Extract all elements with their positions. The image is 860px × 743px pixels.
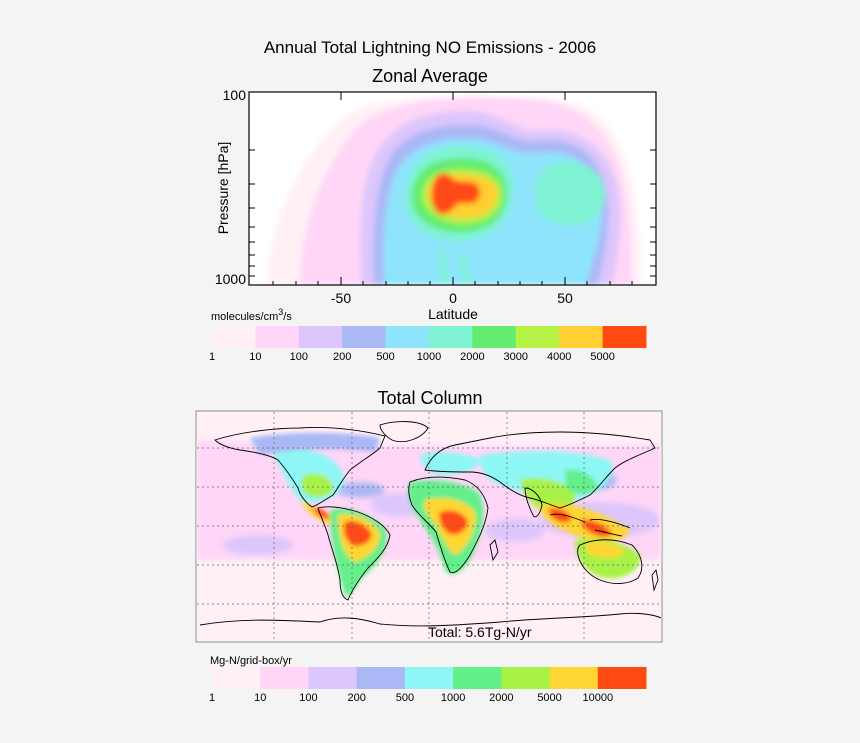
y-tick-100: 100 bbox=[223, 87, 247, 103]
zonal-colorbar-label-1000: 1000 bbox=[417, 351, 441, 363]
graticule bbox=[197, 412, 661, 641]
australia-inner bbox=[585, 541, 625, 559]
column-colorbar-swatch-3 bbox=[308, 667, 358, 689]
africa-hotspot bbox=[439, 510, 468, 535]
column-colorbar-label-10000: 10000 bbox=[582, 692, 613, 704]
column-colorbar: 1 10 100 200 500 1000 2000 5000 10000 bbox=[209, 667, 647, 704]
total-column-map: Total: 5.6Tg-N/yr Mg-N/grid-box/yr bbox=[195, 410, 663, 667]
x-tick-minus-50: -50 bbox=[331, 290, 351, 306]
maritime-hotspot-1 bbox=[548, 508, 572, 523]
column-colorbar-label-2000: 2000 bbox=[489, 692, 513, 704]
column-colorbar-swatch-6 bbox=[453, 667, 502, 689]
zonal-colorbar-label-5000: 5000 bbox=[590, 351, 614, 363]
zonal-colorbar-label-2000: 2000 bbox=[460, 351, 484, 363]
column-colorbar-label-5000: 5000 bbox=[537, 692, 561, 704]
zonal-colorbar-label-100: 100 bbox=[290, 351, 308, 363]
x-axis-label: Latitude bbox=[428, 306, 478, 322]
indian-ocean-band bbox=[485, 518, 545, 542]
zonal-colorbar-swatch-7 bbox=[472, 326, 517, 348]
y-tick-1000: 1000 bbox=[215, 271, 246, 287]
coast-india bbox=[524, 487, 543, 518]
column-colorbar-label-1: 1 bbox=[209, 692, 215, 704]
column-units-label: Mg-N/grid-box/yr bbox=[210, 655, 292, 667]
column-colorbar-label-200: 200 bbox=[347, 692, 365, 704]
zonal-colorbar-swatch-4 bbox=[342, 326, 387, 348]
total-column-title: Total Column bbox=[377, 388, 483, 408]
zonal-colorbar-swatch-1 bbox=[212, 326, 256, 348]
zonal-y-ticks bbox=[249, 91, 656, 286]
map-fields bbox=[197, 412, 662, 641]
coast-australia bbox=[577, 539, 643, 584]
south-pacific bbox=[223, 535, 293, 555]
zonal-colorbar-label-10: 10 bbox=[249, 351, 261, 363]
column-colorbar-swatch-7 bbox=[501, 667, 551, 689]
x-tick-50: 50 bbox=[557, 290, 573, 306]
zonal-colorbar-label-500: 500 bbox=[376, 351, 394, 363]
coast-new-zealand bbox=[651, 568, 659, 592]
zonal-contour-1000-lower bbox=[436, 250, 470, 285]
column-colorbar-label-1000: 1000 bbox=[441, 692, 465, 704]
zonal-colorbar-swatch-2 bbox=[255, 326, 300, 348]
total-emissions-annotation: Total: 5.6Tg-N/yr bbox=[428, 624, 532, 640]
canada-field bbox=[250, 432, 380, 455]
zonal-average-title: Zonal Average bbox=[372, 66, 488, 86]
north-america-inner bbox=[301, 473, 334, 498]
zonal-colorbar-label-4000: 4000 bbox=[547, 351, 571, 363]
coast-europe bbox=[424, 431, 656, 509]
colombia-hotspot bbox=[312, 507, 330, 519]
zonal-colorbar: 1 10 100 200 500 1000 2000 3000 4000 5000 bbox=[209, 326, 647, 363]
zonal-colorbar-swatch-9 bbox=[559, 326, 604, 348]
zonal-colorbar-swatch-6 bbox=[429, 326, 473, 348]
coast-antarctica bbox=[199, 612, 662, 627]
zonal-x-ticks bbox=[272, 92, 633, 285]
zonal-colorbar-swatch-10 bbox=[602, 326, 647, 348]
zonal-colorbar-label-200: 200 bbox=[333, 351, 351, 363]
column-colorbar-label-500: 500 bbox=[396, 692, 414, 704]
zonal-colorbar-swatch-5 bbox=[385, 326, 430, 348]
coast-north-america bbox=[214, 427, 386, 508]
coast-africa bbox=[408, 476, 489, 574]
amazon-hotspot bbox=[343, 520, 372, 546]
column-colorbar-swatch-9 bbox=[597, 667, 647, 689]
coast-madagascar bbox=[489, 539, 499, 562]
coast-south-america bbox=[317, 506, 391, 601]
column-colorbar-swatch-8 bbox=[549, 667, 599, 689]
zonal-colorbar-label-1: 1 bbox=[209, 351, 215, 363]
zonal-contours bbox=[268, 96, 640, 285]
coast-indonesia bbox=[549, 513, 631, 537]
zonal-units-label: molecules/cm3/s bbox=[211, 307, 292, 323]
y-axis-label: Pressure [hPa] bbox=[215, 142, 231, 235]
china-field bbox=[565, 469, 598, 494]
column-colorbar-swatch-5 bbox=[404, 667, 454, 689]
zonal-colorbar-label-3000: 3000 bbox=[504, 351, 528, 363]
column-colorbar-swatch-4 bbox=[356, 667, 406, 689]
zonal-colorbar-swatch-3 bbox=[298, 326, 343, 348]
land-emission-fields bbox=[250, 432, 641, 597]
zonal-colorbar-swatch-8 bbox=[515, 326, 560, 348]
x-tick-0: 0 bbox=[449, 290, 457, 306]
gulf-stream bbox=[335, 482, 385, 498]
europe-field bbox=[420, 452, 480, 475]
column-colorbar-label-100: 100 bbox=[299, 692, 317, 704]
zonal-plot: 100 1000 -50 0 50 Latitude Pressure [hPa… bbox=[211, 87, 657, 323]
column-colorbar-label-10: 10 bbox=[254, 692, 266, 704]
zonal-contour-5000 bbox=[431, 173, 481, 215]
main-title: Annual Total Lightning NO Emissions - 20… bbox=[263, 38, 597, 57]
coastlines bbox=[199, 421, 662, 627]
column-colorbar-swatch-2 bbox=[260, 667, 309, 689]
column-colorbar-swatch-1 bbox=[212, 667, 261, 689]
coast-greenland bbox=[379, 421, 429, 443]
